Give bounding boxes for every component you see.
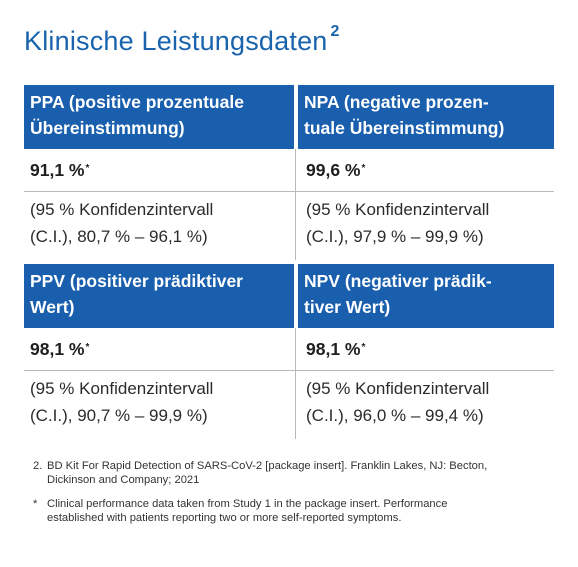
- npa-header: NPA (negative prozen- tuale Übereinstimm…: [298, 85, 554, 149]
- title-reference: 2: [330, 23, 340, 40]
- npa-header-line-2: tuale Übereinstimmung): [304, 118, 505, 138]
- footnote-line: established with patients reporting two …: [47, 512, 402, 524]
- footnote-line: BD Kit For Rapid Detection of SARS-CoV-2…: [47, 460, 488, 472]
- npv-confidence-interval: (95 % Konfidenzintervall (C.I.), 96,0 % …: [296, 371, 554, 439]
- footnote-line: Dickinson and Company; 2021: [47, 474, 200, 486]
- npv-header-line-1: NPV (negativer prädik-: [304, 271, 492, 291]
- ppv-header: PPV (positiver prädiktiver Wert): [24, 264, 294, 328]
- npv-ci-line-1: (95 % Konfidenzintervall: [306, 379, 490, 398]
- npv-ci-line-2: (C.I.), 96,0 % – 99,4 %): [306, 406, 484, 425]
- npa-value-text: 99,6 %: [306, 160, 361, 180]
- ppa-header-line-2: Übereinstimmung): [30, 118, 185, 138]
- value-row-2: 98,1 %* 98,1 %*: [24, 328, 554, 371]
- npv-value-footnote-mark: *: [361, 342, 366, 353]
- ppa-value: 91,1 %*: [24, 149, 296, 192]
- footnote-line: Clinical performance data taken from Stu…: [47, 498, 448, 510]
- ppa-header: PPA (positive prozentuale Übereinstimmun…: [24, 85, 294, 149]
- ppa-value-text: 91,1 %: [30, 160, 85, 180]
- header-row-1: PPA (positive prozentuale Übereinstimmun…: [24, 85, 554, 149]
- footnote-text: Clinical performance data taken from Stu…: [47, 497, 553, 525]
- title-text: Klinische Leistungsdaten: [24, 26, 328, 56]
- ppa-ci-line-1: (95 % Konfidenzintervall: [30, 200, 214, 219]
- ppv-ci-line-2: (C.I.), 90,7 % – 99,9 %): [30, 406, 208, 425]
- npv-value: 98,1 %*: [296, 328, 554, 371]
- footnotes: 2. BD Kit For Rapid Detection of SARS-Co…: [33, 459, 553, 535]
- ppa-value-footnote-mark: *: [85, 163, 90, 174]
- ppv-value: 98,1 %*: [24, 328, 296, 371]
- ppv-ci-line-1: (95 % Konfidenzintervall: [30, 379, 214, 398]
- npa-header-line-1: NPA (negative prozen-: [304, 92, 489, 112]
- value-row-1: 91,1 %* 99,6 %*: [24, 149, 554, 192]
- ppv-value-text: 98,1 %: [30, 339, 85, 359]
- npa-ci-line-1: (95 % Konfidenzintervall: [306, 200, 490, 219]
- ppa-header-line-1: PPA (positive prozentuale: [30, 92, 244, 112]
- header-row-2: PPV (positiver prädiktiver Wert) NPV (ne…: [24, 264, 554, 328]
- footnote-reference-2: 2. BD Kit For Rapid Detection of SARS-Co…: [33, 459, 553, 487]
- npa-value: 99,6 %*: [296, 149, 554, 192]
- npa-ci-line-2: (C.I.), 97,9 % – 99,9 %): [306, 227, 484, 246]
- ppv-header-line-1: PPV (positiver prädiktiver: [30, 271, 243, 291]
- npv-header-line-2: tiver Wert): [304, 297, 391, 317]
- npv-header: NPV (negativer prädik- tiver Wert): [298, 264, 554, 328]
- footnote-asterisk: * Clinical performance data taken from S…: [33, 497, 553, 525]
- footnote-mark: 2.: [33, 460, 43, 472]
- ppa-ci-line-2: (C.I.), 80,7 % – 96,1 %): [30, 227, 208, 246]
- npa-confidence-interval: (95 % Konfidenzintervall (C.I.), 97,9 % …: [296, 192, 554, 260]
- footnote-text: BD Kit For Rapid Detection of SARS-CoV-2…: [47, 459, 553, 487]
- ci-row-1: (95 % Konfidenzintervall (C.I.), 80,7 % …: [24, 192, 554, 260]
- page-title: Klinische Leistungsdaten 2: [24, 23, 340, 57]
- ppv-confidence-interval: (95 % Konfidenzintervall (C.I.), 90,7 % …: [24, 371, 296, 439]
- ppv-header-line-2: Wert): [30, 297, 75, 317]
- ppv-value-footnote-mark: *: [85, 342, 90, 353]
- performance-table: PPA (positive prozentuale Übereinstimmun…: [24, 85, 554, 439]
- ci-row-2: (95 % Konfidenzintervall (C.I.), 90,7 % …: [24, 371, 554, 439]
- npa-value-footnote-mark: *: [361, 163, 366, 174]
- footnote-mark: *: [33, 498, 38, 510]
- ppa-confidence-interval: (95 % Konfidenzintervall (C.I.), 80,7 % …: [24, 192, 296, 260]
- npv-value-text: 98,1 %: [306, 339, 361, 359]
